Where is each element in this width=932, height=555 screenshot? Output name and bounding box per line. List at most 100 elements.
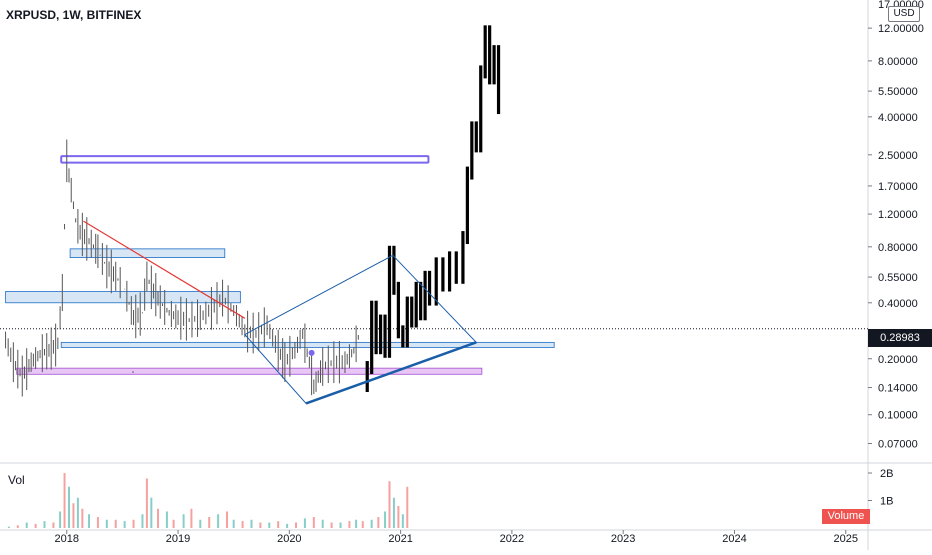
candle [410, 296, 414, 328]
volume-bar [208, 517, 211, 528]
y-tick-label: 0.80000 [878, 242, 918, 254]
candle [401, 325, 405, 348]
candle [483, 25, 487, 79]
volume-bar [172, 519, 175, 528]
annotation-zone-5 [16, 367, 483, 375]
volume-bar [7, 526, 10, 528]
volume-bar [397, 506, 400, 528]
x-tick-label: 2023 [611, 533, 635, 545]
y-tick-label: 0.40000 [878, 298, 918, 310]
volume-bar [268, 522, 271, 528]
x-tick-label: 2021 [388, 533, 412, 545]
volume-bar [25, 522, 28, 528]
candle [370, 300, 374, 374]
annotation-zone-3 [5, 291, 241, 304]
candle [492, 45, 496, 85]
volume-bar [250, 519, 253, 528]
volume-bar [259, 522, 262, 528]
volume-bar [348, 521, 351, 528]
candle [474, 121, 478, 153]
candle [414, 281, 418, 328]
volume-bar [182, 514, 185, 528]
volume-bar [277, 521, 280, 528]
volume-bar [105, 519, 108, 528]
candle [454, 251, 458, 284]
volume-bar [384, 511, 387, 528]
trendline-red [83, 220, 246, 319]
volume-bar [165, 511, 168, 528]
volume-bar [312, 517, 315, 528]
y-tick-label: 5.50000 [878, 86, 918, 98]
candle [365, 361, 369, 393]
candle [423, 270, 427, 321]
volume-bar [141, 514, 144, 528]
volume-bar [59, 511, 62, 528]
candle [387, 245, 392, 358]
volume-bar [406, 486, 409, 528]
y-tick-label: 1.20000 [878, 209, 918, 221]
y-tick-label: 4.00000 [878, 112, 918, 124]
x-tick-label: 2025 [834, 533, 858, 545]
x-tick-label: 2020 [277, 533, 301, 545]
volume-bar [63, 473, 66, 528]
volume-bar [241, 521, 244, 528]
volume-bar [217, 514, 220, 528]
y-tick-label: 0.10000 [878, 410, 918, 422]
volume-bar [88, 514, 91, 528]
anchor-handle [308, 349, 315, 356]
x-tick-label: 2019 [166, 533, 190, 545]
annotation-zone-1 [60, 155, 430, 164]
volume-bar [377, 517, 380, 528]
annotation-zone-4 [60, 341, 555, 348]
volume-bar [72, 503, 75, 528]
candle [479, 65, 483, 153]
volume-bar [392, 497, 395, 528]
symbol-title: XRPUSD, 1W, BITFINEX [6, 8, 142, 22]
candle [419, 281, 423, 321]
y-tick-label: 0.14000 [878, 383, 918, 395]
volume-label: Vol [8, 473, 25, 487]
volume-bar [52, 522, 55, 528]
y-tick-label: 0.07000 [878, 439, 918, 451]
annotation-zone-2 [69, 248, 226, 258]
vol-tick-label: 2B [880, 468, 893, 480]
volume-bar [16, 525, 19, 528]
volume-bar [190, 508, 193, 528]
volume-bar [339, 522, 342, 528]
y-tick-label-top: 17.00000 [878, 0, 924, 11]
volume-bar [303, 518, 306, 528]
volume-bar [43, 521, 46, 528]
y-tick-label: 12.00000 [878, 23, 924, 35]
candle [447, 251, 452, 292]
volume-bar [81, 508, 84, 528]
y-tick-label: 0.20000 [878, 354, 918, 366]
candle [383, 314, 387, 358]
candle [488, 25, 492, 85]
y-tick-label: 0.55000 [878, 272, 918, 284]
volume-bar [355, 519, 358, 528]
volume-bar [67, 486, 70, 528]
volume-bar [370, 519, 373, 528]
volume-bar [96, 517, 99, 528]
volume-bar [232, 519, 235, 528]
candle [496, 45, 501, 115]
candle [392, 245, 396, 295]
candle [441, 257, 445, 292]
y-tick-label: 2.50000 [878, 150, 918, 162]
candle [405, 296, 409, 348]
volume-badge: Volume [822, 509, 870, 524]
y-tick-label: 1.70000 [878, 181, 918, 193]
candle [470, 121, 474, 180]
x-tick-label: 2018 [55, 533, 79, 545]
volume-bar [401, 514, 404, 528]
volume-bar [157, 508, 160, 528]
support-line-thick [305, 341, 477, 405]
currency-unit[interactable]: USD [888, 6, 920, 22]
volume-bar [361, 521, 364, 528]
x-tick-label: 2022 [500, 533, 524, 545]
candle [396, 281, 400, 339]
volume-bar [114, 519, 117, 528]
current-price-tag: 0.28983 [868, 329, 932, 347]
